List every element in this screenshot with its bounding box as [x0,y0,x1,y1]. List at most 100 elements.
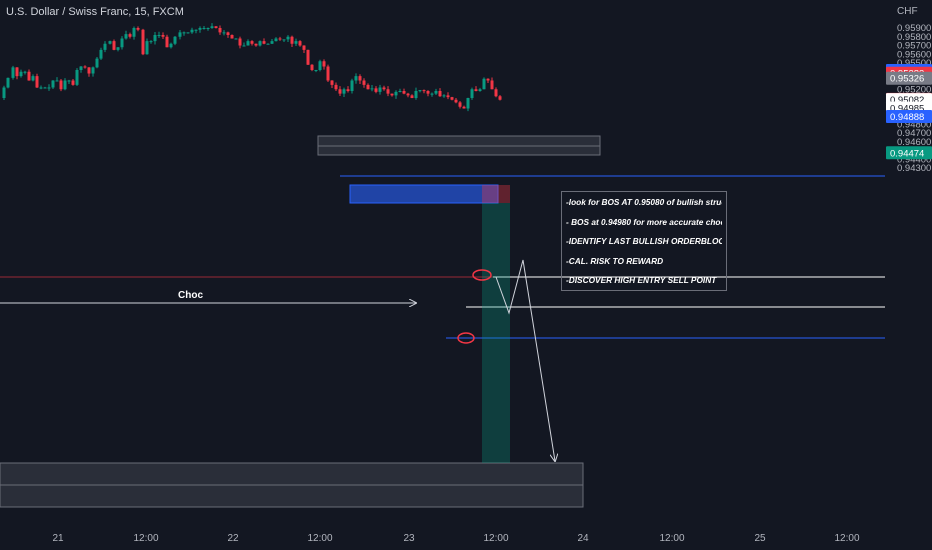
candle-body [490,80,494,90]
candle-body [446,95,450,98]
candle-body [194,29,198,31]
candle-body [482,78,486,90]
price-badge-label: 0.94474 [890,148,924,159]
candle-body [198,28,202,30]
time-tick-label: 24 [577,533,589,544]
candle-body [87,67,91,74]
candle-body [173,36,177,44]
candle-body [47,87,51,89]
candle-body [254,43,258,46]
candle-body [108,41,112,44]
price-tick-label: 0.94600 [897,137,931,148]
note-line-1: -look for BOS AT 0.95080 of bullish stru… [566,197,722,207]
candle-body [35,76,39,88]
candle-body [136,28,140,30]
price-tick-label: 0.95800 [897,32,931,43]
candle-body [442,95,446,97]
price-badge [886,146,932,160]
candle-body [262,41,266,44]
candle-body [414,91,418,98]
candle-body [132,28,136,37]
position-reward-zone[interactable] [482,203,510,463]
candle-body [298,41,302,46]
candle-body [314,70,318,71]
candle-body [128,34,132,37]
candle-body [258,41,262,46]
candle-body [318,61,322,70]
candle-body [450,97,454,100]
candle-body [266,43,270,45]
candle-body [454,99,458,103]
candle-body [350,80,354,91]
candle-body [330,80,334,85]
candle-body [27,71,31,81]
symbol-title: U.S. Dollar / Swiss Franc, 15, FXCM [6,6,184,18]
price-tick-label: 0.95900 [897,23,931,34]
candle-body [11,67,15,78]
candle-body [103,43,107,50]
candle-body [310,64,314,70]
candle-body [370,88,374,90]
candle-body [190,29,194,33]
candle-body [322,61,326,67]
candle-body [153,35,157,42]
candle-body [178,32,182,37]
candle-body [59,80,63,90]
candle-body [67,80,71,82]
candle-body [494,89,498,97]
price-tick-label: 0.95600 [897,49,931,60]
candle-body [161,35,165,37]
candle-body [378,87,382,92]
projection-path[interactable] [495,259,555,461]
note-line-4: -CAL. RISK TO REWARD [566,255,664,266]
candle-body [354,76,358,81]
candle-body [422,90,426,92]
candle-body [31,76,35,81]
price-badge-label: 0.94985 [890,104,924,115]
candle-body [218,28,222,33]
candle-body [342,89,346,94]
candle-body [358,76,362,81]
candle-body [222,32,226,34]
candle-body [274,38,278,42]
time-axis[interactable]: 21 12:00 22 12:00 23 12:00 24 12:00 25 12:00 [52,533,860,544]
price-tick-label: 0.95500 [897,58,931,69]
candle-body [19,71,23,77]
candle-body [390,93,394,96]
candle-body [386,89,390,94]
position-risk-zone[interactable] [482,185,510,203]
candle-body [270,41,274,44]
candle-body [23,71,27,73]
candle-body [346,89,350,91]
candle-body [157,35,161,36]
candle-body [230,35,234,39]
candle-body [149,41,153,43]
time-tick-label: 12:00 [834,533,859,544]
bos-circle-marker[interactable] [472,269,492,281]
candle-body [306,49,310,65]
candle-body [486,78,490,81]
time-tick-label: 12:00 [133,533,158,544]
currency-label: CHF [897,6,918,17]
time-tick-label: 12:00 [483,533,508,544]
candle-body [470,89,474,98]
orderblock-zone[interactable] [349,184,499,204]
low-circle-marker[interactable] [457,332,475,344]
candle-body [430,93,434,95]
candle-body [141,29,145,55]
candle-body [182,32,186,34]
candle-body [374,88,378,92]
price-tick-label: 0.94400 [897,154,931,165]
candle-body [2,87,6,98]
annotation-note-box[interactable]: -look for BOS AT 0.95080 of bullish stru… [561,191,727,291]
price-tick-label: 0.95200 [897,84,931,95]
candle-body [43,87,47,89]
candle-body [79,66,83,70]
candle-body [51,80,55,88]
candle-body [362,80,366,85]
candle-body [63,80,67,90]
candle-body [426,91,430,94]
note-line-3: -IDENTIFY LAST BULLISH ORDERBLOCK [566,236,722,246]
